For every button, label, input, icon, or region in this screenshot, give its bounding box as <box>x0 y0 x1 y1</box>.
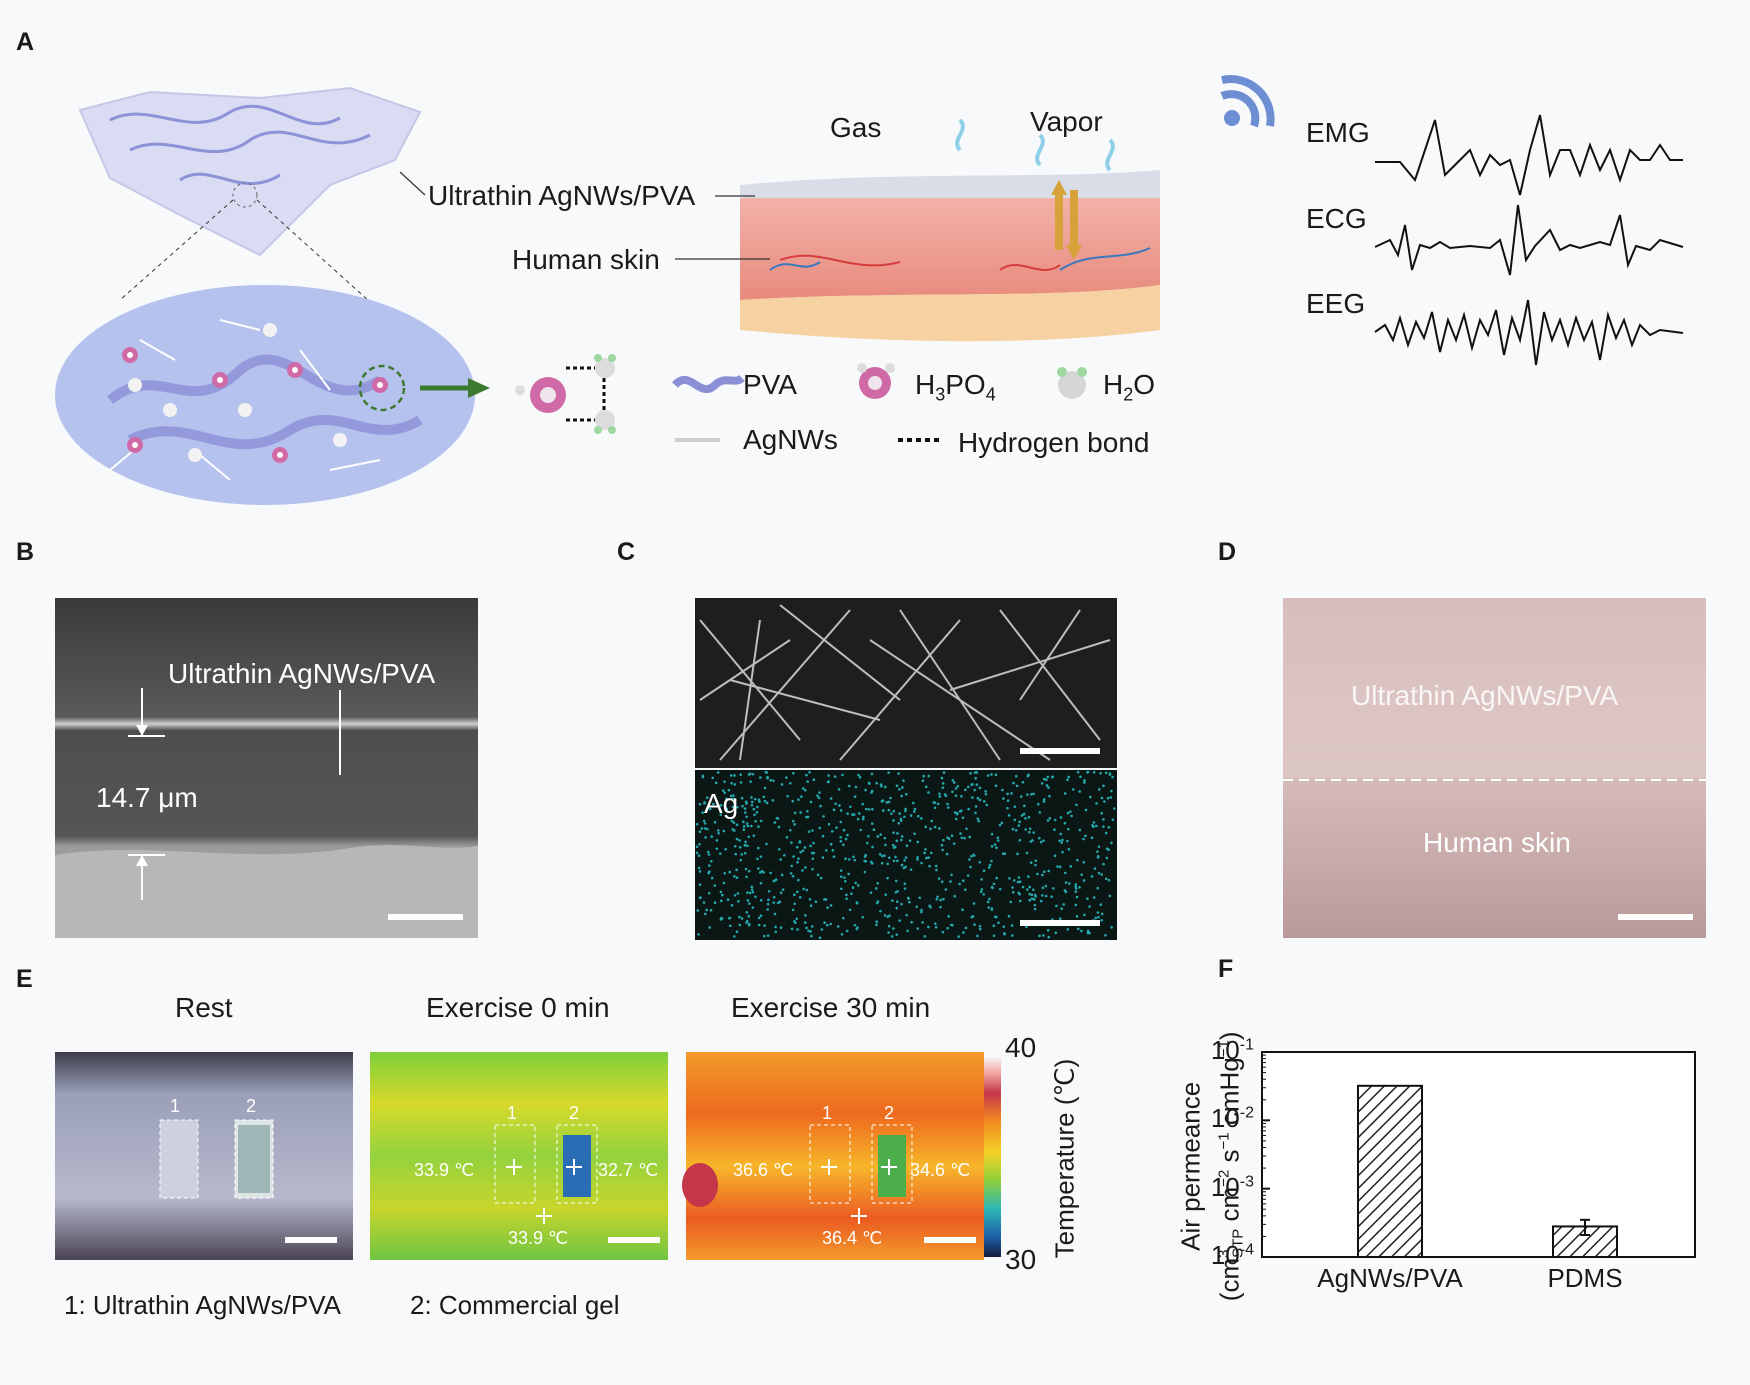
panel-label-e: E <box>16 965 33 993</box>
legend-pva: PVA <box>743 369 797 400</box>
eeg-label: EEG <box>1306 288 1366 319</box>
film-zoom-ellipse <box>55 285 475 505</box>
panel-label-f: F <box>1218 955 1234 983</box>
wireless-icon <box>1220 75 1275 128</box>
legend-hbond: Hydrogen bond <box>958 427 1150 458</box>
biosignal-traces <box>1374 114 1684 366</box>
colorbar-min: 30 <box>1005 1244 1037 1275</box>
ecg-label: ECG <box>1306 203 1367 234</box>
ex30-temp-left: 36.6 ℃ <box>733 1160 794 1180</box>
skin-photo-image <box>1283 598 1706 938</box>
panel-label-c: C <box>617 538 636 566</box>
colorbar-max: 40 <box>1005 1032 1037 1063</box>
gas-label: Gas <box>830 112 882 143</box>
panel-label-b: B <box>16 538 35 566</box>
y-tick-label: 10-2 <box>1210 1103 1254 1134</box>
ex0-temp-bottom: 33.9 ℃ <box>508 1228 569 1248</box>
photo-film-label: Ultrathin AgNWs/PVA <box>1351 680 1619 711</box>
x-tick-label: PDMS <box>1547 1263 1623 1293</box>
film-label: Ultrathin AgNWs/PVA <box>428 180 696 211</box>
bar-agnwspva <box>1357 1084 1423 1258</box>
sem-film-label: Ultrathin AgNWs/PVA <box>168 658 436 689</box>
thermal-image-exercise-30 <box>682 1052 984 1260</box>
x-tick-label: AgNWs/PVA <box>1317 1263 1463 1293</box>
ex30-marker-2: 2 <box>884 1103 895 1123</box>
air-permeance-chart <box>1261 1051 1696 1259</box>
legend-h3po4: H3PO4 <box>915 369 996 405</box>
panel-label-a: A <box>16 28 35 56</box>
skin-block-illustration <box>675 118 1160 342</box>
sem-cross-section-image <box>55 598 478 938</box>
y-tick-label: 10-3 <box>1210 1171 1254 1202</box>
legend-swatches <box>672 363 1087 442</box>
title-exercise-30: Exercise 30 min <box>731 992 931 1023</box>
scale-bar <box>1618 914 1693 920</box>
title-exercise-0: Exercise 0 min <box>426 992 610 1023</box>
photo-skin-label: Human skin <box>1423 827 1571 858</box>
plot-frame <box>1261 1051 1696 1258</box>
ex0-temp-right: 32.7 ℃ <box>598 1160 659 1180</box>
hydrogen-bond-molecule <box>515 354 616 434</box>
ex0-temp-left: 33.9 ℃ <box>414 1160 475 1180</box>
arrow-right-icon <box>420 378 490 398</box>
y-axis-label: Air permeance (cm 3 STP cm−2 s−1 cmHg−1) <box>1175 1031 1247 1302</box>
thickness-label: 14.7 μm <box>96 782 198 813</box>
ag-map-label: Ag <box>704 788 739 819</box>
skin-label: Human skin <box>512 244 660 275</box>
scale-bar <box>608 1237 660 1243</box>
scale-bar <box>1020 920 1100 926</box>
legend-h2o: H2O <box>1103 369 1156 405</box>
temperature-colorbar <box>984 1057 1001 1257</box>
y-tick-label: 10-1 <box>1210 1035 1254 1065</box>
scale-bar <box>924 1237 976 1243</box>
legend-item-1: 1: Ultrathin AgNWs/PVA <box>64 1290 341 1320</box>
rest-photo <box>55 1052 353 1260</box>
sem-nanowire-image <box>695 598 1117 940</box>
title-rest: Rest <box>175 992 233 1023</box>
legend-item-2: 2: Commercial gel <box>410 1290 620 1320</box>
ex0-marker-2: 2 <box>569 1103 580 1123</box>
panel-label-d: D <box>1218 538 1237 566</box>
vapor-label: Vapor <box>1030 106 1103 137</box>
scale-bar <box>388 914 463 920</box>
film-3d-illustration <box>78 86 426 321</box>
thermal-image-exercise-0 <box>370 1052 668 1260</box>
scale-bar <box>285 1237 337 1243</box>
rest-marker-1: 1 <box>170 1096 181 1116</box>
ex30-temp-bottom: 36.4 ℃ <box>822 1228 883 1248</box>
ex30-marker-1: 1 <box>822 1103 833 1123</box>
emg-label: EMG <box>1306 117 1370 148</box>
legend-agnws: AgNWs <box>743 424 838 455</box>
scale-bar <box>1020 748 1100 754</box>
ex0-marker-1: 1 <box>507 1103 518 1123</box>
colorbar-label: Temperature (℃) <box>1049 1058 1080 1259</box>
rest-marker-2: 2 <box>246 1096 257 1116</box>
ex30-temp-right: 34.6 ℃ <box>910 1160 971 1180</box>
y-tick-label: 10-4 <box>1210 1240 1254 1270</box>
